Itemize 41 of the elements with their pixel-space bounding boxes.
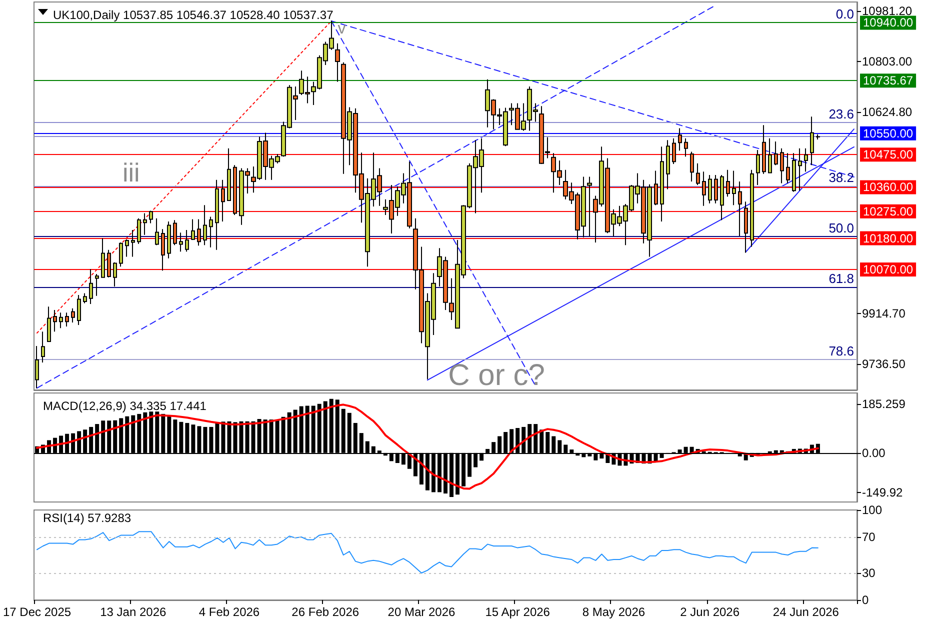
x-tick-label: 20 Mar 2026	[388, 605, 456, 619]
y-tick-label: 185.259	[862, 396, 906, 411]
x-tick-label: 24 Jun 2026	[772, 605, 840, 619]
annotation: iii	[122, 158, 140, 188]
x-tick-label: 4 Feb 2026	[198, 605, 260, 619]
ref-line-label: 10940.00	[863, 16, 914, 30]
ref-line-label: 10360.00	[863, 180, 914, 194]
y-tick-label: 70	[862, 530, 876, 544]
y-tick-label: 10803.00	[862, 54, 912, 69]
chart-title: RSI(14) 57.9283	[43, 511, 132, 525]
ref-line-label: 10070.00	[863, 262, 914, 276]
y-tick-label: 100	[862, 503, 882, 517]
ref-line-label: 10735.67	[863, 74, 914, 88]
text: UK100,Daily 10537.85 10546.37 10528.40 10537.37	[53, 8, 334, 22]
ref-line-label: 10475.00	[863, 148, 914, 162]
x-tick-label: 26 Feb 2026	[292, 605, 360, 619]
annotation: 0.0	[836, 6, 854, 22]
y-tick-label: 10624.80	[862, 105, 912, 120]
y-tick-label: 9914.70	[862, 306, 906, 321]
x-tick-label: 2 Jun 2026	[680, 605, 740, 619]
annotation: 50.0	[828, 220, 854, 236]
y-tick-label: 10981.20	[862, 4, 912, 18]
y-tick-label: 0.00	[862, 446, 886, 460]
annotation: v	[338, 20, 346, 38]
x-tick-label: 17 Dec 2025	[2, 605, 72, 619]
y-tick-label: -149.92	[862, 486, 904, 500]
y-tick-label: 30	[862, 566, 876, 580]
ref-line-label: 10180.00	[863, 231, 914, 246]
x-tick-label: 15 Apr 2026	[485, 605, 550, 619]
annotation: 38.2	[828, 170, 854, 186]
y-tick-label: 0	[862, 593, 869, 607]
annotation: C or c?	[448, 358, 545, 392]
annotation: 61.8	[828, 271, 854, 286]
y-tick-label: 9736.50	[862, 357, 906, 372]
ref-line-label: 10275.00	[863, 204, 914, 218]
annotation: 23.6	[828, 106, 854, 122]
text: MACD(12,26,9) 34.335 17.441	[43, 399, 207, 413]
ref-line-label: 10550.00	[863, 126, 914, 140]
x-tick-label: 8 May 2026	[582, 605, 646, 619]
x-tick-label: 13 Jan 2026	[100, 605, 166, 619]
annotation: 78.6	[828, 343, 854, 358]
